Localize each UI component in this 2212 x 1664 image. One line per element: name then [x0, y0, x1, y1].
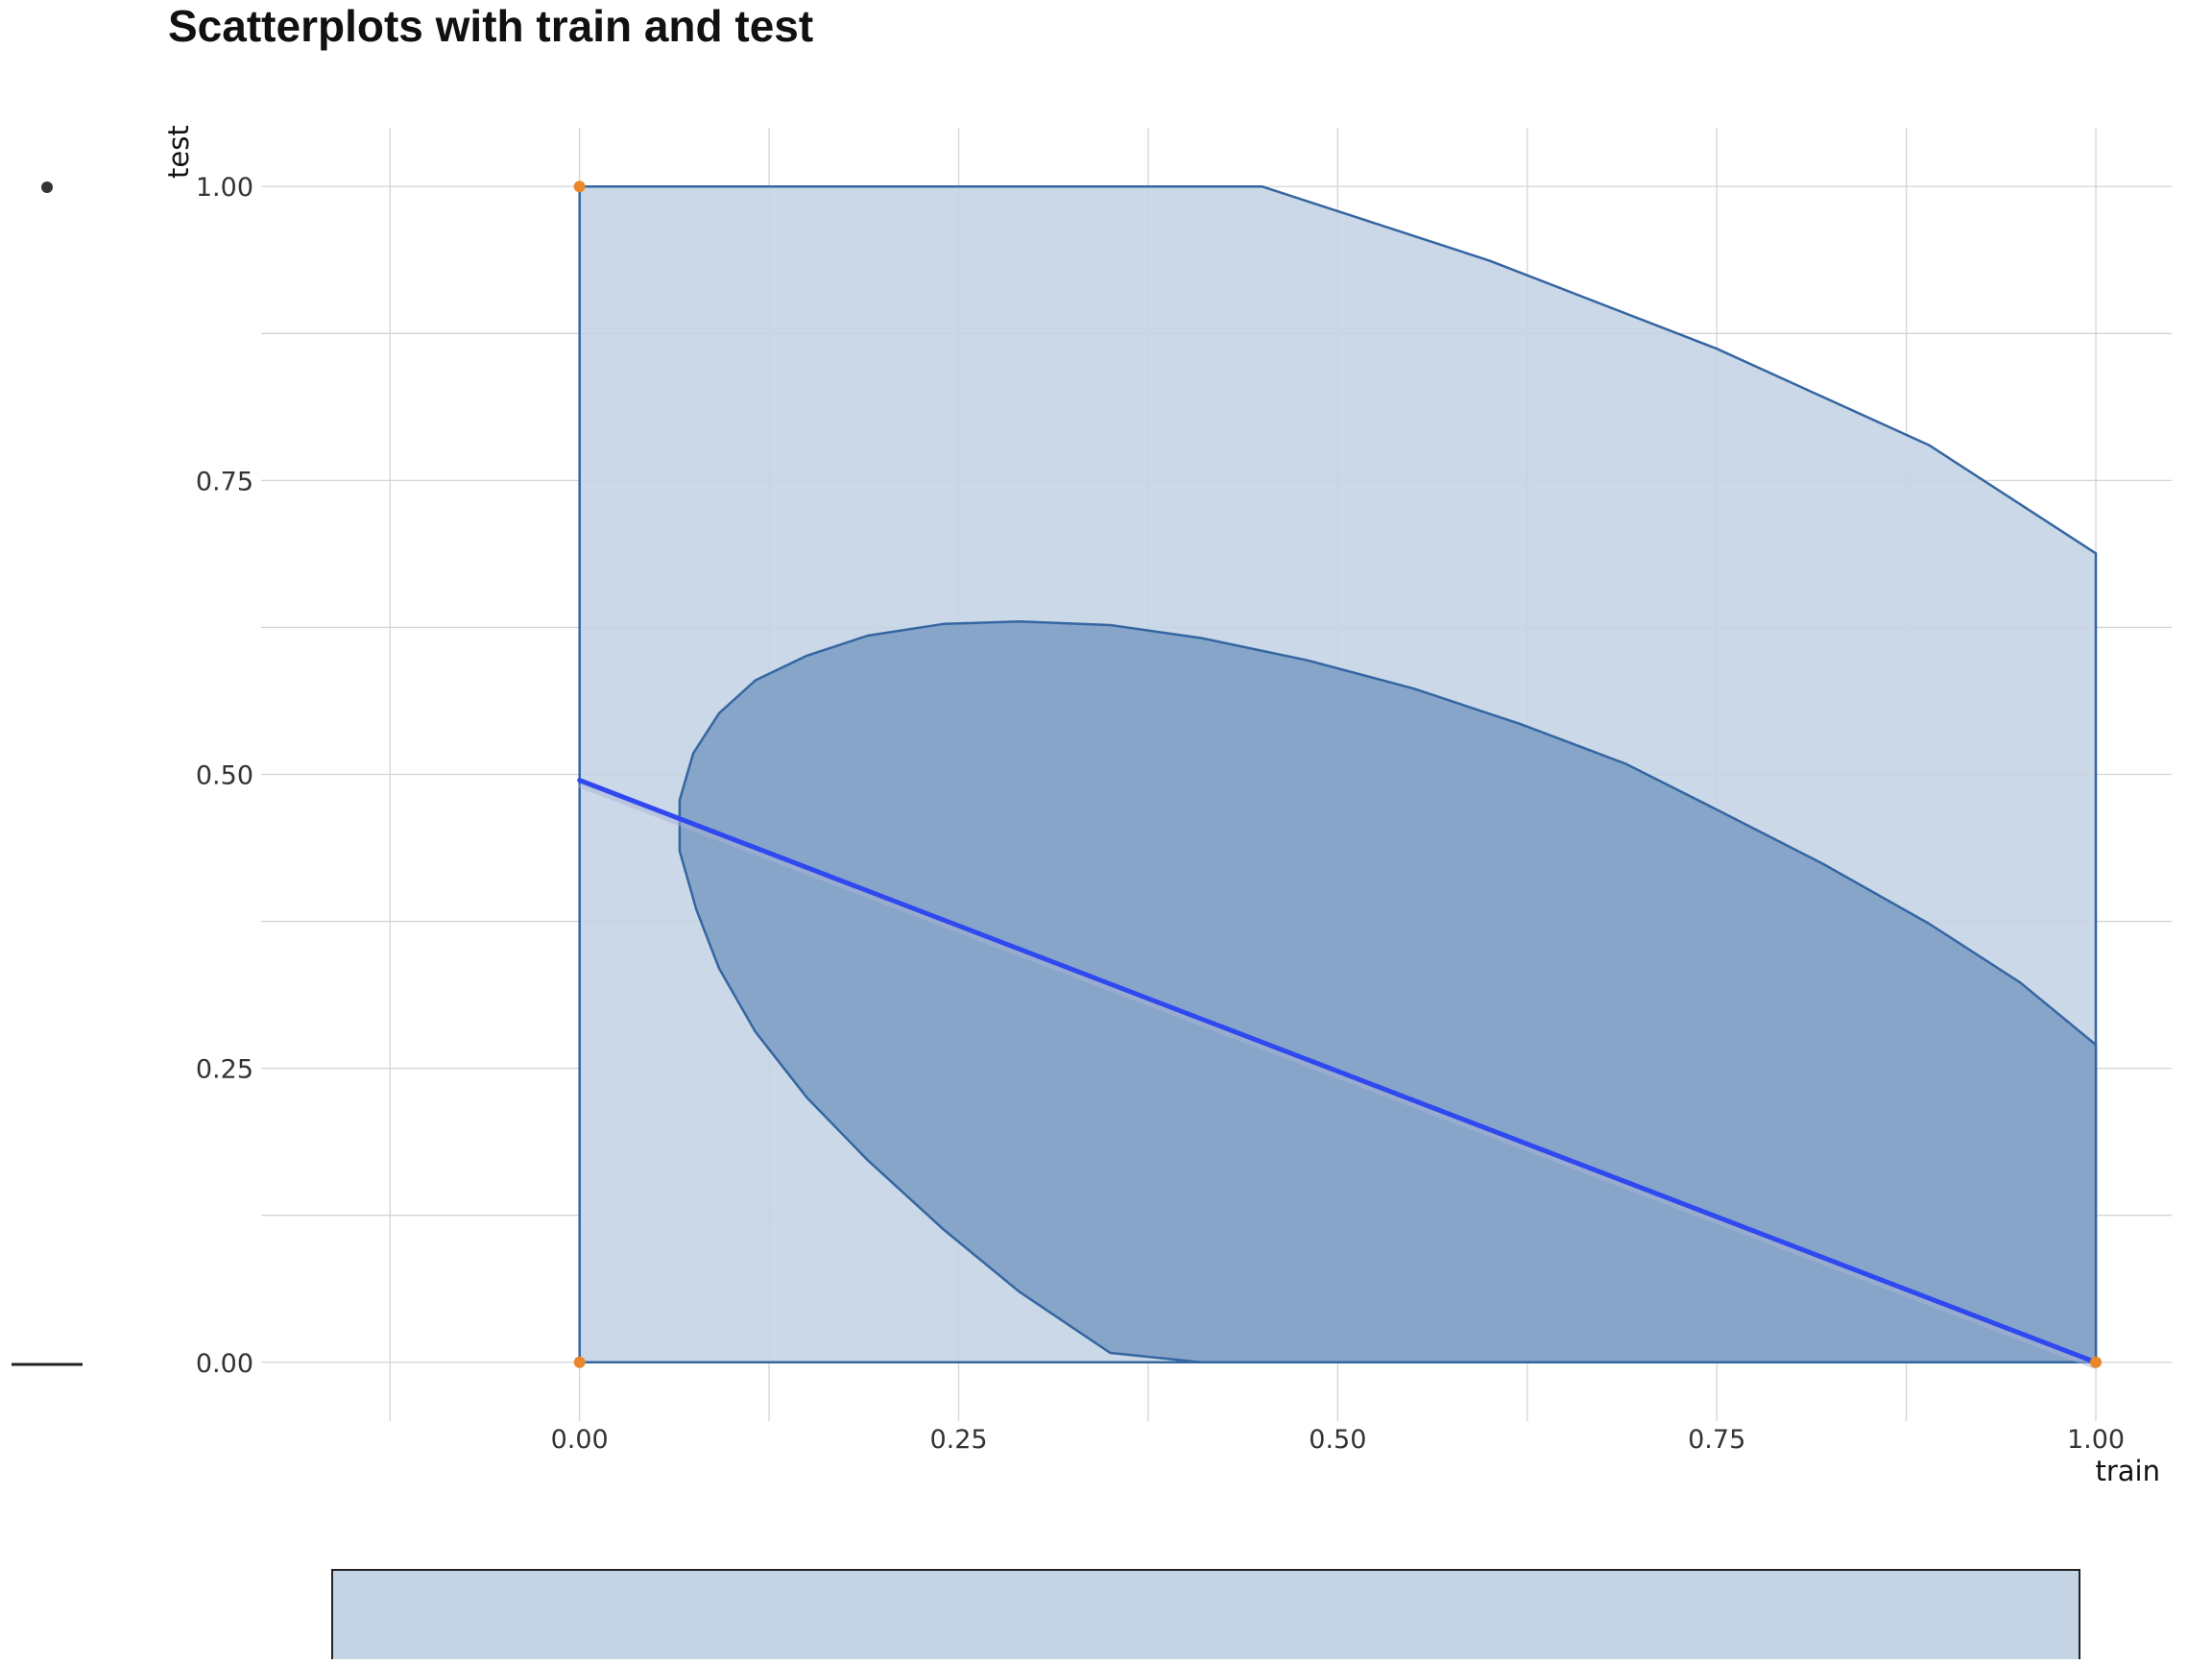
- x-tick-label: 0.00: [551, 1425, 609, 1455]
- x-tick-label: 0.75: [1688, 1425, 1745, 1455]
- y-tick-label: 0.25: [196, 1055, 253, 1085]
- regression-band: [578, 781, 2098, 1370]
- x-tick-label: 1.00: [2067, 1425, 2125, 1455]
- y-tick-label: 0.50: [196, 761, 253, 791]
- tick-labels: 0.00 0.25 0.50 0.75 1.00 0.00 0.25 0.50 0.75 1.00: [196, 173, 2125, 1455]
- density-region-inner: [678, 620, 2098, 1364]
- scatter-point: [573, 181, 586, 193]
- legend-point-key: [41, 181, 53, 193]
- y-tick-label: 0.00: [196, 1349, 253, 1379]
- points-layer: [573, 181, 2103, 1368]
- regression-layer: [577, 778, 2099, 1370]
- regression-line: [577, 778, 2099, 1365]
- y-axis-label: test: [162, 125, 195, 179]
- density-layer: [578, 184, 2098, 1364]
- scatter-point: [2090, 1356, 2103, 1368]
- scatter-point: [573, 1356, 586, 1368]
- y-tick-label: 1.00: [196, 173, 253, 203]
- bottom-panel: [331, 1569, 2080, 1664]
- x-tick-label: 0.50: [1309, 1425, 1366, 1455]
- legend: [12, 181, 83, 1366]
- x-axis-label: train: [2095, 1455, 2160, 1487]
- y-tick-label: 0.75: [196, 467, 253, 496]
- x-tick-label: 0.25: [929, 1425, 987, 1455]
- chart-title: Scatterplots with train and test: [168, 1, 813, 51]
